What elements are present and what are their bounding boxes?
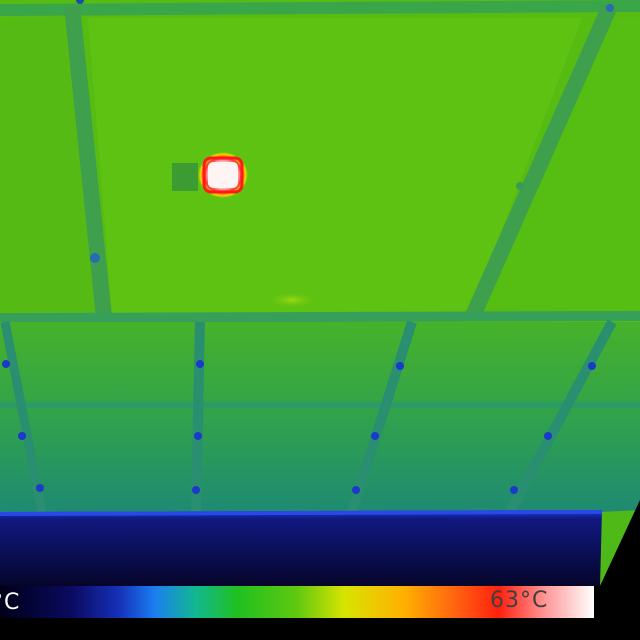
scale-max-label: 63°C xyxy=(490,588,548,614)
scale-min-label: °C xyxy=(0,590,20,616)
